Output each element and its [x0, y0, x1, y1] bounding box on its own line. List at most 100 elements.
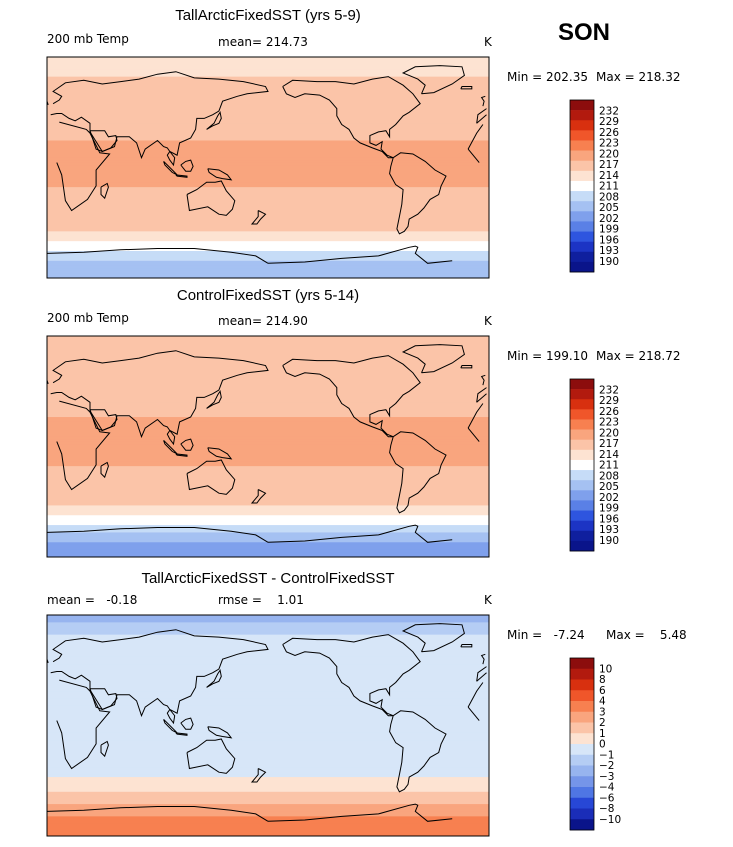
coastline: [476, 387, 487, 403]
field-band: [47, 713, 489, 717]
panel-3-units: K: [484, 593, 493, 607]
field-band: [47, 165, 489, 169]
field-band: [47, 789, 489, 793]
coastline: [100, 461, 109, 479]
field-band: [47, 81, 489, 85]
field-band: [47, 649, 489, 653]
field-band: [47, 669, 489, 673]
field-band: [47, 86, 489, 90]
panel-1-mean: mean= 214.73: [218, 35, 308, 49]
field-band: [47, 799, 489, 803]
field-band: [47, 804, 489, 808]
field-band: [47, 375, 489, 379]
field-band: [47, 199, 489, 203]
field-band: [47, 446, 489, 450]
coastline: [267, 803, 453, 822]
field-band: [47, 769, 489, 773]
field-band: [47, 382, 489, 386]
field-band: [47, 737, 489, 741]
coastline: [56, 679, 111, 770]
colorbar-tick-label: 3: [599, 706, 606, 718]
colorbar-swatch: [570, 150, 594, 162]
field-band: [47, 167, 489, 171]
coastline: [89, 409, 118, 432]
coastline: [207, 447, 233, 460]
field-band: [47, 71, 489, 75]
field-band: [47, 336, 489, 340]
field-band: [47, 720, 489, 724]
field-band: [47, 759, 489, 763]
field-band: [47, 194, 489, 198]
field-band: [47, 64, 489, 68]
field-band: [47, 828, 489, 832]
colorbar-tick-label: 202: [599, 213, 619, 225]
field-band: [47, 125, 489, 129]
map-frame: [46, 335, 490, 558]
field-band: [47, 365, 489, 369]
field-band: [47, 179, 489, 183]
coastline: [186, 459, 236, 495]
field-band: [47, 615, 489, 619]
field-band: [47, 84, 489, 88]
colorbar-swatch: [570, 449, 594, 461]
field-band: [47, 98, 489, 102]
coastline: [175, 453, 188, 457]
field-band: [47, 431, 489, 435]
field-band: [47, 258, 489, 262]
field-band: [47, 539, 489, 543]
field-band: [47, 735, 489, 739]
field-band: [47, 101, 489, 105]
coastline: [56, 121, 111, 212]
colorbar-swatch: [570, 140, 594, 151]
colorbar-tick-label: 229: [599, 395, 619, 407]
colorbar-tick-label: 202: [599, 492, 619, 504]
field-band: [47, 520, 489, 524]
coastline: [166, 151, 176, 167]
colorbar-swatch: [570, 765, 594, 777]
coastline: [186, 180, 236, 216]
field-band: [47, 187, 489, 191]
coastline: [467, 682, 484, 708]
coastline: [47, 248, 269, 264]
field-band: [47, 402, 489, 406]
field-band: [47, 448, 489, 453]
field-band: [47, 434, 489, 438]
colorbar-tick-label: 193: [599, 245, 619, 257]
colorbar-swatch: [570, 520, 594, 532]
field-band: [47, 754, 489, 759]
coastline: [460, 365, 473, 369]
field-band: [47, 246, 489, 250]
colorbar-swatch: [570, 668, 594, 680]
colorbar-tick-label: 223: [599, 138, 619, 150]
field-band: [47, 91, 489, 95]
field-band: [47, 241, 489, 245]
field-band: [47, 527, 489, 531]
field-band: [47, 745, 489, 749]
colorbar-swatch: [570, 100, 594, 111]
colorbar-tick-label: −1: [599, 749, 614, 761]
field-band: [47, 471, 489, 475]
field-band: [47, 152, 489, 156]
colorbar-tick-label: −4: [599, 782, 615, 794]
coastline: [282, 634, 421, 717]
field-band: [47, 392, 489, 396]
field-band: [47, 426, 489, 430]
field-band: [47, 617, 489, 621]
colorbar-swatch: [570, 419, 594, 430]
field-band: [47, 138, 489, 142]
field-band: [47, 209, 489, 213]
field-band: [47, 632, 489, 636]
field-band: [47, 727, 489, 732]
panel-2-mean: mean= 214.90: [218, 314, 308, 328]
field-band: [47, 399, 489, 403]
field-band: [47, 752, 489, 756]
field-band: [47, 421, 489, 425]
coastline: [250, 768, 267, 783]
coastline: [476, 114, 487, 124]
coastline: [389, 710, 447, 793]
field-band: [47, 517, 489, 521]
field-band: [47, 458, 489, 462]
field-band: [47, 651, 489, 655]
field-band: [47, 619, 489, 623]
